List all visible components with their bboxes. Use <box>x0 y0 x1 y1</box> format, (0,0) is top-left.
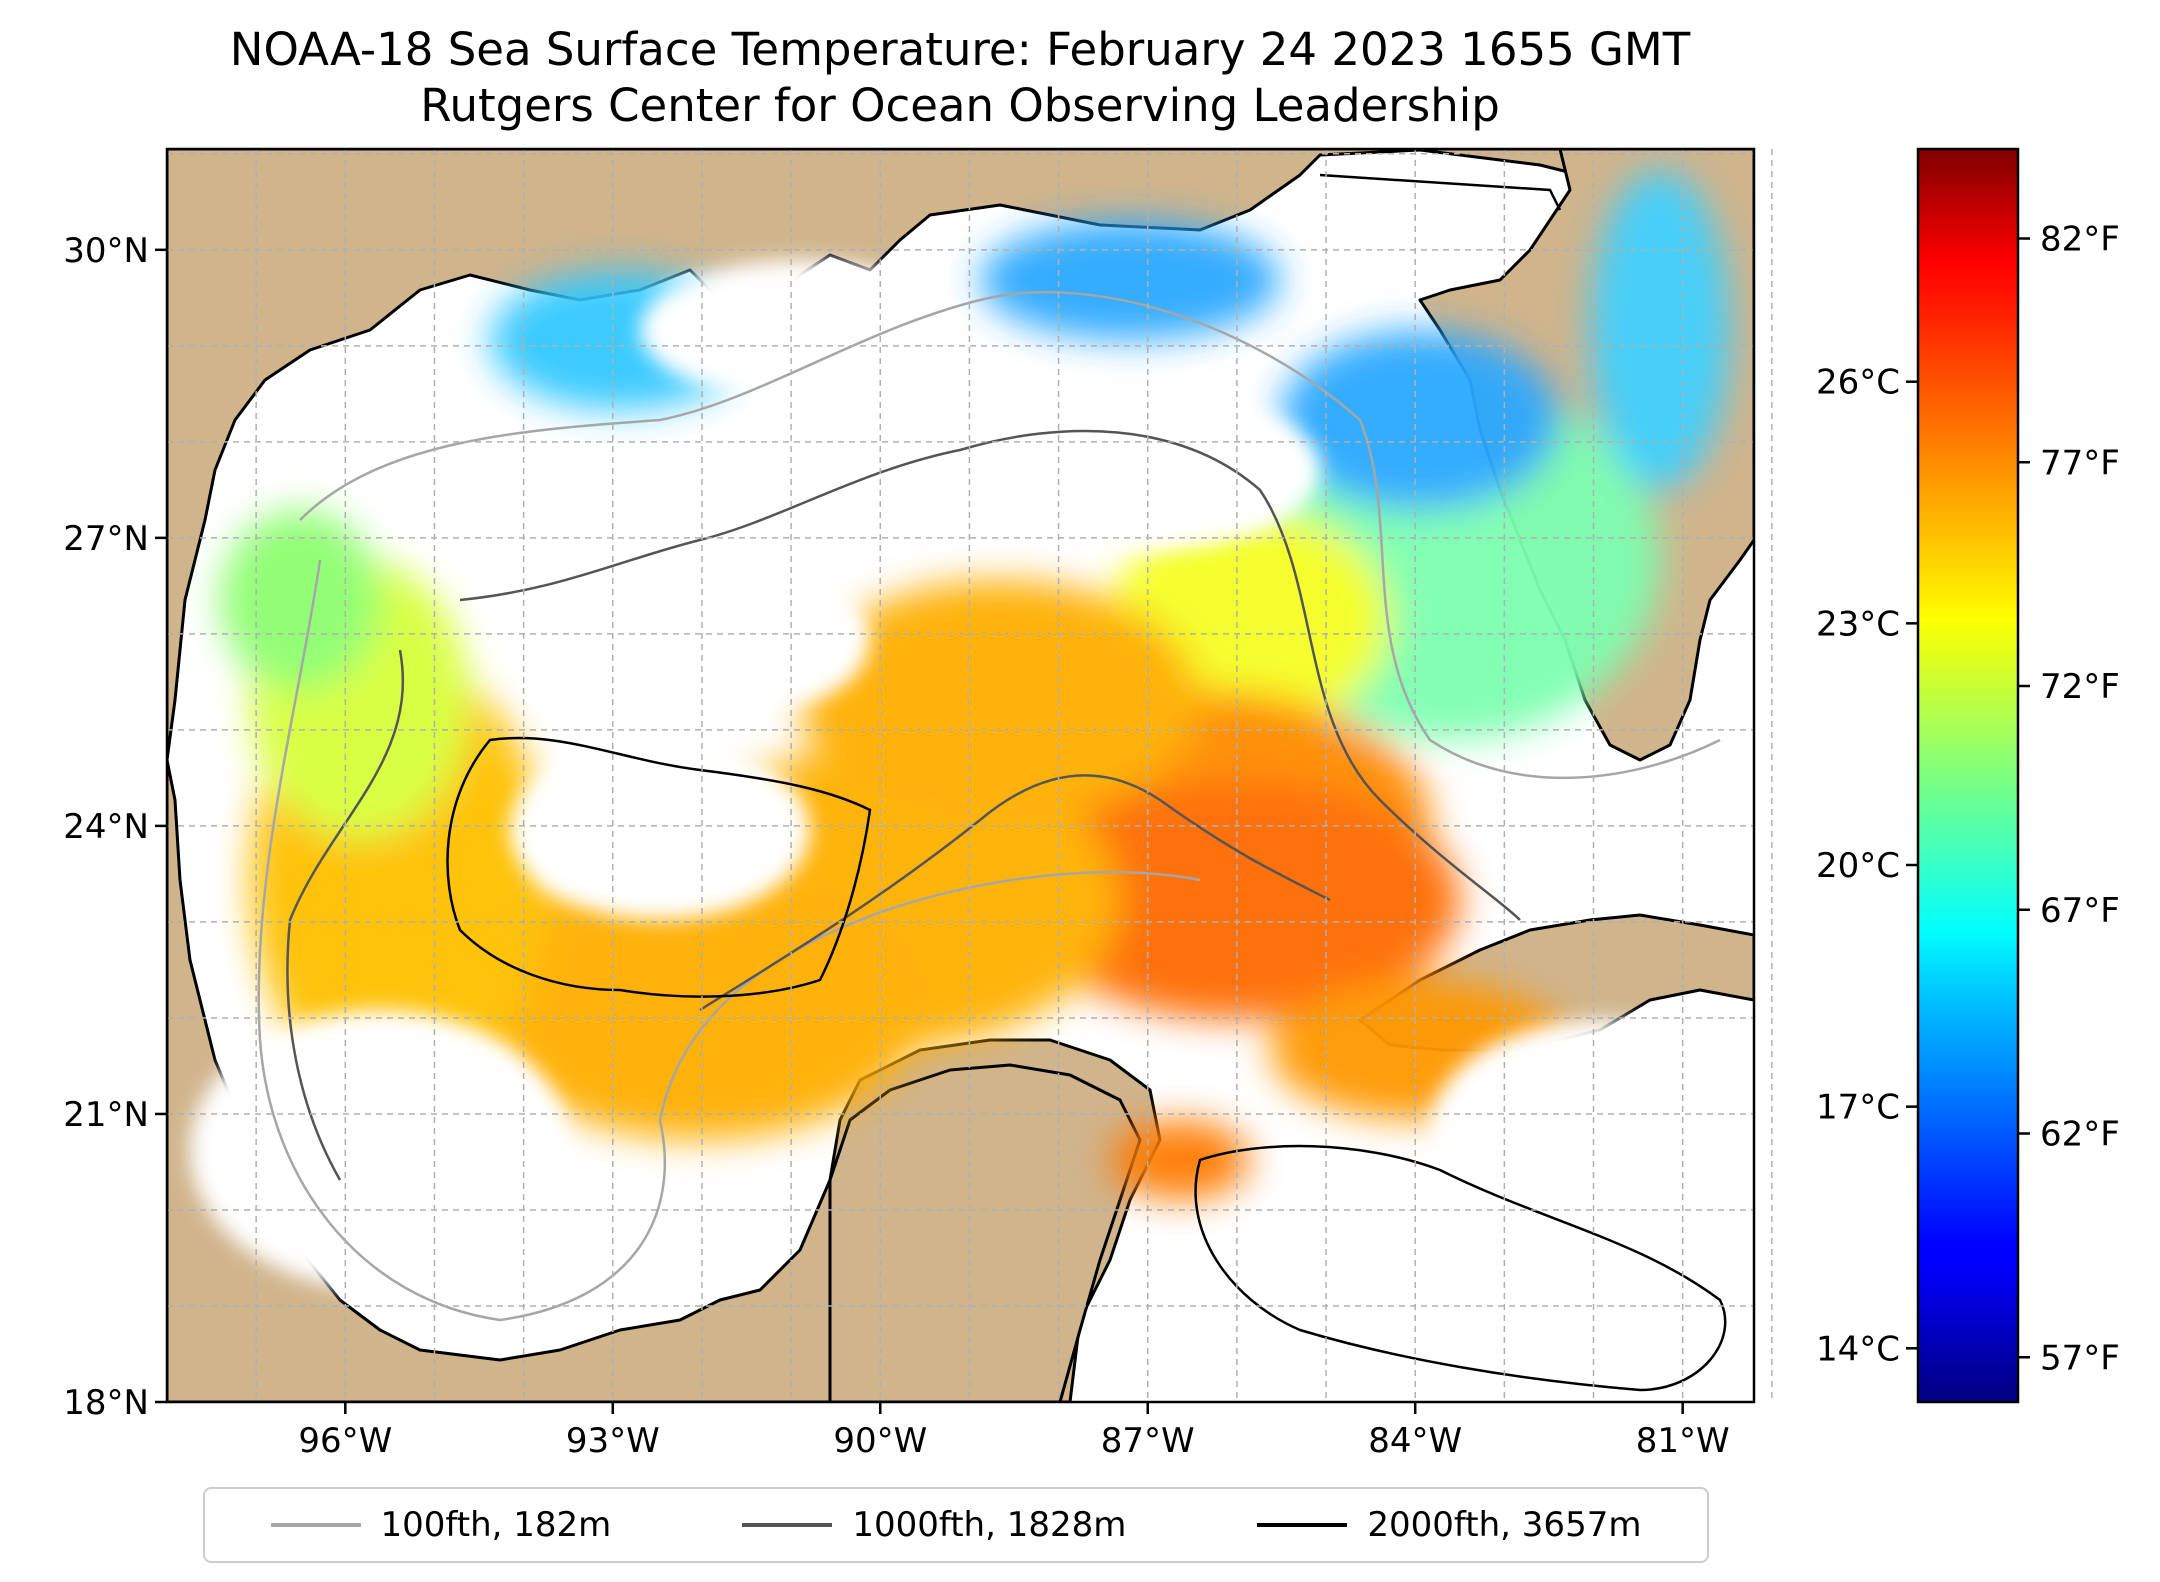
legend-swatch-2000fth <box>1257 1523 1348 1527</box>
lon-tick-label: 90°W <box>833 1421 927 1461</box>
colorbar-c-tick-label: 23°C <box>1816 604 1900 644</box>
legend-entry-100fth: 100fth, 182m <box>270 1505 612 1545</box>
colorbar-c-tick-label: 26°C <box>1816 363 1900 403</box>
legend-label-1000fth: 1000fth, 1828m <box>852 1505 1127 1545</box>
colorbar-celsius-axis: 26°C 23°C 20°C 17°C 14°C <box>1816 363 1918 1369</box>
colorbar-c-tick-label: 14°C <box>1816 1329 1900 1369</box>
lat-tick-label: 30°N <box>63 231 149 271</box>
latitude-axis: 30°N 27°N 24°N 21°N 18°N <box>63 231 167 1423</box>
land-yucatan <box>828 1063 1142 1402</box>
colorbar <box>1916 147 2020 1404</box>
bathymetry-legend: 100fth, 182m 1000fth, 1828m 2000fth, 365… <box>203 1487 1709 1563</box>
colorbar-f-tick-label: 82°F <box>2040 220 2120 260</box>
legend-label-2000fth: 2000fth, 3657m <box>1367 1505 1642 1545</box>
lon-tick-label: 96°W <box>298 1421 392 1461</box>
colorbar-f-tick-label: 62°F <box>2040 1115 2120 1155</box>
lon-tick-label: 81°W <box>1636 1421 1730 1461</box>
lat-tick-label: 21°N <box>63 1095 149 1135</box>
colorbar-f-tick-label: 57°F <box>2040 1338 2120 1378</box>
colorbar-c-tick-label: 17°C <box>1816 1088 1900 1128</box>
lon-tick-label: 87°W <box>1101 1421 1195 1461</box>
longitude-axis: 96°W 93°W 90°W 87°W 84°W 81°W <box>298 1402 1730 1461</box>
bathymetry-100fth <box>257 290 1721 1322</box>
bathymetry-1000fth <box>286 429 1521 1181</box>
lat-tick-label: 27°N <box>63 519 149 559</box>
state-border <box>1319 173 1562 211</box>
gridlines <box>166 149 1773 1403</box>
colorbar-f-tick-label: 72°F <box>2040 667 2120 707</box>
legend-entry-2000fth: 2000fth, 3657m <box>1257 1505 1641 1545</box>
colorbar-f-tick-label: 67°F <box>2040 891 2120 931</box>
legend-label-100fth: 100fth, 182m <box>380 1505 612 1545</box>
lon-tick-label: 93°W <box>566 1421 660 1461</box>
lat-tick-label: 18°N <box>63 1383 149 1423</box>
legend-swatch-1000fth <box>742 1523 833 1527</box>
legend-entry-1000fth: 1000fth, 1828m <box>742 1505 1126 1545</box>
map-title: NOAA-18 Sea Surface Temperature: Februar… <box>229 23 1691 76</box>
bathymetry-2000fth <box>446 736 1727 1392</box>
map-subtitle: Rutgers Center for Ocean Observing Leade… <box>420 79 1500 132</box>
colorbar-c-tick-label: 20°C <box>1816 846 1900 886</box>
lat-tick-label: 24°N <box>63 807 149 847</box>
legend-swatch-100fth <box>270 1523 361 1527</box>
map-frame <box>165 147 1756 1404</box>
colorbar-fahrenheit-axis: 82°F 77°F 72°F 67°F 62°F 57°F <box>2018 220 2120 1378</box>
colorbar-f-tick-label: 77°F <box>2040 443 2120 483</box>
lon-tick-label: 84°W <box>1368 1421 1462 1461</box>
